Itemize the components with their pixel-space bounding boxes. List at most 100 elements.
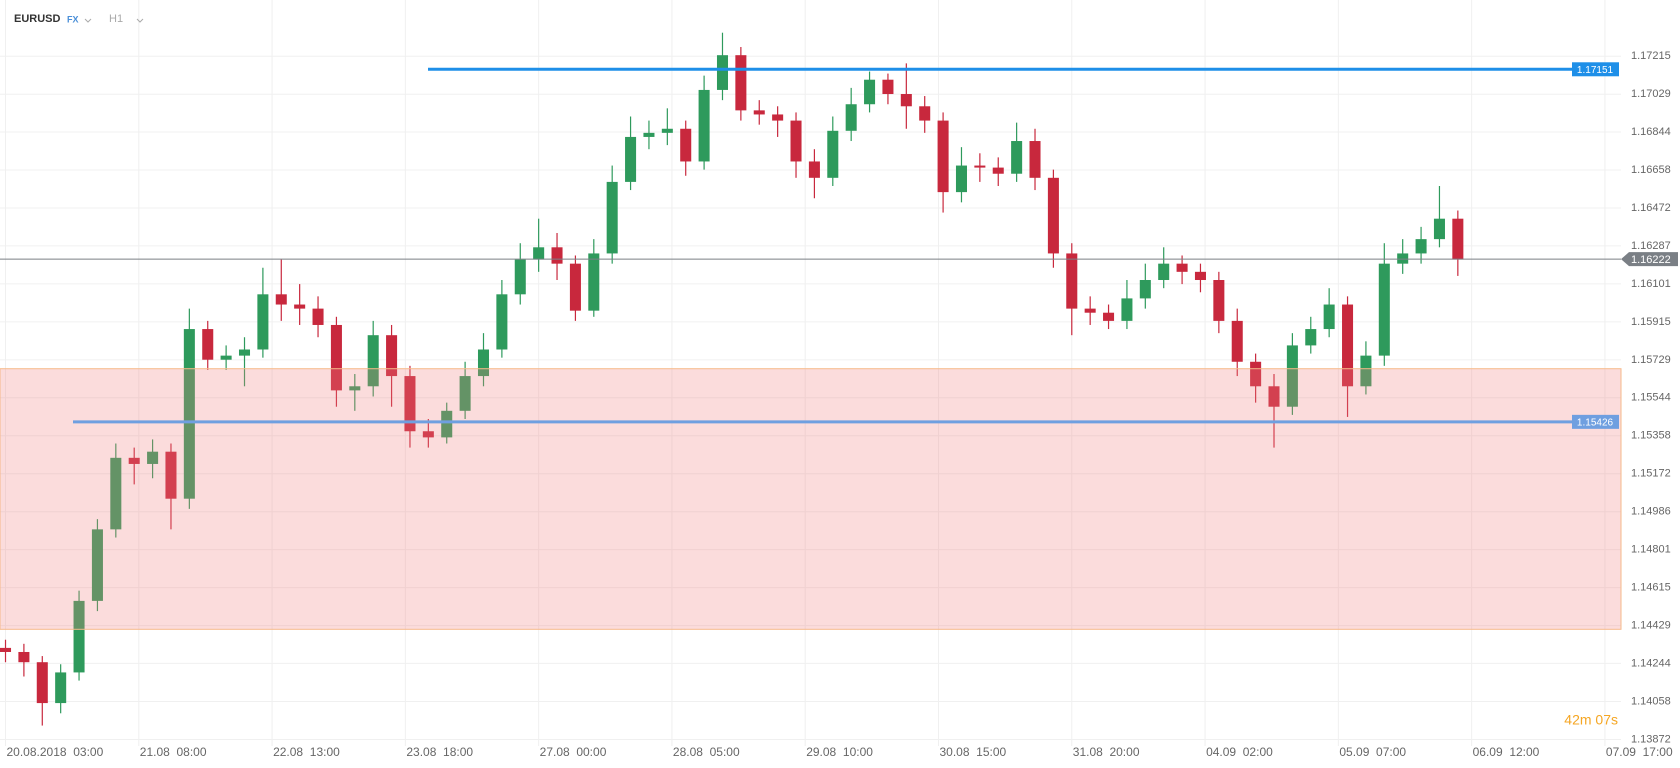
y-tick-label: 1.16287 — [1631, 240, 1671, 252]
candle-body — [1378, 263, 1390, 356]
dropdown-icon[interactable] — [136, 18, 144, 23]
candle-body — [1250, 361, 1262, 387]
candle-body — [1066, 253, 1078, 309]
y-tick-label: 1.16844 — [1631, 126, 1671, 138]
y-tick-label: 1.14615 — [1631, 582, 1671, 594]
candle-body — [55, 672, 67, 704]
candle-body — [1360, 355, 1372, 387]
candle-body — [569, 263, 581, 311]
y-tick-label: 1.14058 — [1631, 695, 1671, 707]
y-tick-label: 1.15544 — [1631, 392, 1671, 404]
candle-body — [91, 529, 103, 601]
level-tag — [1572, 414, 1619, 429]
candle-body — [937, 120, 949, 193]
candle-body — [1323, 304, 1335, 330]
candle-body — [1084, 308, 1096, 313]
candle-body — [147, 451, 159, 464]
x-tick-label: 06.09 12:00 — [1473, 745, 1540, 759]
candle-body — [441, 410, 453, 438]
candle-body — [625, 136, 637, 182]
candle-body — [477, 349, 490, 377]
candle-body — [1342, 304, 1354, 387]
y-tick-label: 1.15358 — [1631, 430, 1671, 442]
candle-body — [533, 247, 545, 260]
candle-body — [1011, 141, 1023, 174]
candle-body — [772, 114, 784, 121]
candle-body — [165, 451, 177, 499]
candle-body — [845, 104, 857, 131]
candle-body — [386, 335, 398, 377]
y-tick-label: 1.14986 — [1631, 506, 1671, 518]
level-tag — [1572, 62, 1619, 77]
y-tick-label: 1.14244 — [1631, 657, 1671, 669]
candle-timer: 42m 07s — [1564, 712, 1618, 728]
candle-body — [827, 130, 839, 178]
y-tick-label: 1.15915 — [1631, 316, 1671, 328]
candle-body — [0, 647, 12, 652]
dropdown-icon[interactable] — [84, 18, 92, 23]
candle-body — [459, 376, 471, 411]
candle-body — [1158, 263, 1170, 281]
candle-body — [1047, 177, 1059, 254]
level-label: 1.15426 — [1577, 417, 1614, 428]
candle-body — [551, 247, 563, 264]
candle-body — [808, 161, 820, 178]
y-tick-label: 1.17029 — [1631, 88, 1671, 100]
candle-body — [790, 120, 802, 162]
x-tick-label: 28.08 05:00 — [673, 745, 740, 759]
candle-body — [1139, 280, 1151, 299]
x-tick-label: 31.08 20:00 — [1073, 745, 1140, 759]
candle-body — [294, 304, 306, 309]
candle-body — [36, 662, 48, 704]
candle-body — [882, 79, 894, 95]
candle-body — [974, 165, 986, 168]
candle-body — [753, 110, 765, 115]
y-tick-label: 1.16101 — [1631, 278, 1671, 290]
candle-body — [1268, 386, 1280, 407]
candle-body — [588, 253, 600, 311]
current-price-label: 1.16222 — [1631, 254, 1671, 266]
candle-body — [514, 259, 526, 295]
level-label: 1.17151 — [1577, 65, 1614, 76]
y-tick-label: 1.17215 — [1631, 50, 1671, 62]
symbol[interactable]: EURUSD — [14, 13, 61, 25]
x-tick-label: 23.08 18:00 — [406, 745, 473, 759]
candle-body — [183, 329, 195, 499]
y-tick-label: 1.15172 — [1631, 468, 1671, 480]
candle-body — [330, 324, 342, 391]
candle-body — [404, 376, 416, 432]
candle-body — [606, 181, 618, 254]
x-tick-label: 30.08 15:00 — [939, 745, 1006, 759]
candle-body — [18, 651, 30, 663]
y-tick-label: 1.15729 — [1631, 354, 1671, 366]
x-tick-label: 20.08.2018 03:00 — [7, 745, 104, 759]
x-tick-label: 22.08 13:00 — [273, 745, 340, 759]
current-price-tag — [1621, 252, 1678, 267]
candle-body — [716, 55, 729, 90]
candle-body — [955, 165, 967, 193]
candle-body — [128, 457, 140, 464]
candle-body — [349, 386, 361, 391]
x-tick-label: 27.08 00:00 — [540, 745, 607, 759]
candle-body — [73, 600, 85, 673]
candle-body — [110, 457, 122, 530]
candle-body — [1213, 280, 1225, 321]
timeframe[interactable]: H1 — [109, 13, 123, 25]
candle-body — [1452, 218, 1464, 260]
candle-body — [202, 329, 214, 360]
candle-body — [735, 55, 747, 111]
candle-body — [1194, 271, 1206, 281]
candle-body — [900, 94, 912, 107]
market[interactable]: FX — [67, 14, 79, 24]
candle-body — [1286, 345, 1298, 407]
candle-body — [1231, 320, 1243, 362]
candle-body — [1305, 329, 1317, 346]
y-tick-label: 1.14801 — [1631, 543, 1671, 555]
candle-body — [238, 349, 251, 356]
candle-body — [661, 128, 673, 133]
candle-body — [1103, 312, 1115, 321]
candle-body — [367, 335, 379, 387]
y-tick-label: 1.14429 — [1631, 620, 1671, 632]
x-tick-label: 29.08 10:00 — [806, 745, 873, 759]
